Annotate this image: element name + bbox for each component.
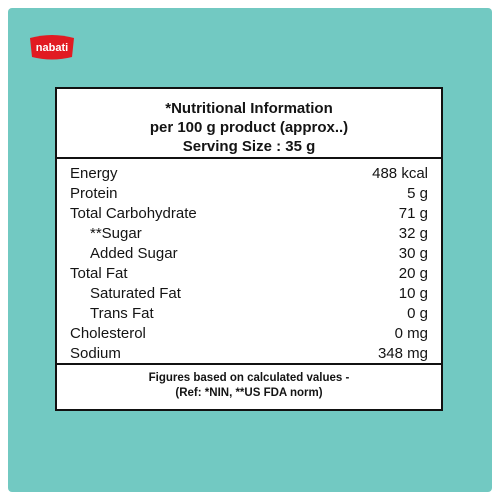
nutrient-name: Protein [70,184,118,202]
nutrition-footer: Figures based on calculated values - (Re… [57,365,441,401]
nutrient-value: 0 mg [394,324,428,342]
nutrient-name: Energy [70,164,118,182]
nutrient-row-added-sugar: Added Sugar 30 g [70,243,428,263]
nutrient-value: 32 g [398,224,428,242]
nutrient-value: 71 g [398,204,428,222]
nutrient-table: Energy 488 kcal Protein 5 g Total Carboh… [57,159,441,365]
svg-text:nabati: nabati [36,42,68,54]
nutrient-name: Trans Fat [90,304,154,322]
nabati-logo-icon: nabati [30,35,74,60]
nutrition-facts-label: *Nutritional Information per 100 g produ… [55,87,443,411]
nutrition-header: *Nutritional Information per 100 g produ… [57,89,441,159]
nutrient-row-sugar: **Sugar 32 g [70,223,428,243]
nutrient-name: Saturated Fat [90,284,181,302]
nutrient-value: 10 g [398,284,428,302]
nutrient-value: 5 g [407,184,428,202]
nutrient-value: 348 mg [377,344,428,362]
header-basis: per 100 g product (approx..) [149,119,349,136]
nutrient-name: Sodium [70,344,121,362]
header-title: *Nutritional Information [165,100,333,117]
footer-reference: (Ref: *NIN, **US FDA norm) [175,387,323,399]
nutrient-row-trans-fat: Trans Fat 0 g [70,303,428,323]
footer-note: Figures based on calculated values - [148,372,350,384]
nutrient-value: 20 g [398,264,428,282]
nutrient-name: Added Sugar [90,244,178,262]
nutrient-row-protein: Protein 5 g [70,183,428,203]
header-serving-size: Serving Size : 35 g [182,138,316,155]
nutrient-row-energy: Energy 488 kcal [70,163,428,183]
nutrient-name: Cholesterol [70,324,146,342]
brand-logo: nabati [26,32,78,62]
nutrient-row-saturated-fat: Saturated Fat 10 g [70,283,428,303]
nutrient-name: Total Carbohydrate [70,204,197,222]
nutrient-name: **Sugar [90,224,142,242]
nutrient-row-total-fat: Total Fat 20 g [70,263,428,283]
nutrient-row-total-carbohydrate: Total Carbohydrate 71 g [70,203,428,223]
nutrient-name: Total Fat [70,264,128,282]
nutrient-row-sodium: Sodium 348 mg [70,343,428,363]
nutrient-value: 488 kcal [372,164,428,182]
nutrient-value: 30 g [398,244,428,262]
nutrient-row-cholesterol: Cholesterol 0 mg [70,323,428,343]
nutrient-value: 0 g [407,304,428,322]
